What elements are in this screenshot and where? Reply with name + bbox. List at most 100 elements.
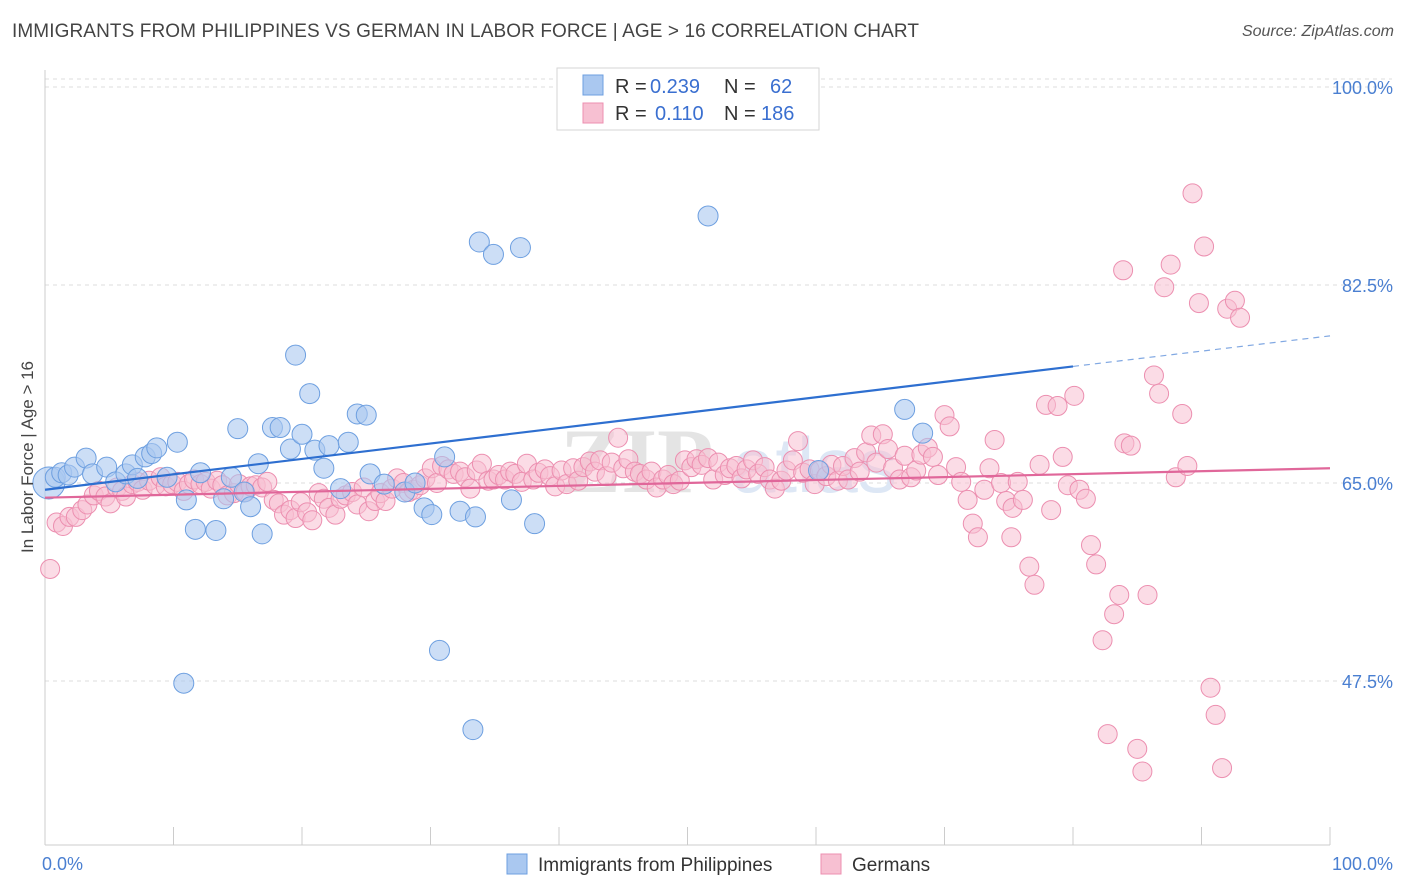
philippines-point-23 [227, 418, 249, 440]
germans-point-0 [40, 558, 61, 579]
legend-r-label-1: R = [615, 76, 647, 98]
germans-point-111 [669, 470, 690, 491]
philippines-point-15 [156, 466, 178, 488]
germans-point-179 [1052, 446, 1073, 467]
philippines-point-36 [318, 435, 340, 457]
philippines-point-33 [299, 383, 321, 405]
germans-point-175 [1029, 454, 1050, 475]
germans-point-200 [1172, 403, 1193, 424]
legend-r-value-2: 0.110 [655, 103, 704, 125]
philippines-point-21 [213, 488, 235, 510]
germans-point-195 [1143, 365, 1164, 386]
germans-point-211 [1001, 527, 1022, 548]
legend-swatch-pink [582, 102, 604, 124]
germans-point-184 [1080, 535, 1101, 556]
germans-point-172 [1012, 489, 1033, 510]
x-tick-label-0: 0.0% [42, 854, 83, 874]
germans-point-204 [1194, 236, 1215, 257]
germans-point-177 [1041, 500, 1062, 521]
germans-point-210 [1230, 307, 1251, 328]
legend-r-label-2: R = [615, 103, 647, 125]
philippines-point-30 [279, 438, 301, 460]
legend-r-value-1: 0.239 [650, 76, 700, 98]
germans-point-162 [957, 489, 978, 510]
germans-point-171 [1007, 471, 1028, 492]
chart-source: Source: ZipAtlas.com [1241, 23, 1394, 40]
philippines-trend-line [44, 365, 1074, 491]
philippines-point-14 [146, 437, 168, 459]
philippines-trend-extension [1072, 335, 1331, 368]
philippines-point-56 [428, 639, 450, 661]
philippines-point-55 [173, 672, 195, 694]
philippines-point-29 [269, 417, 291, 439]
philippines-point-59 [808, 460, 830, 482]
philippines-point-54 [524, 513, 546, 535]
philippines-point-47 [434, 446, 456, 468]
philippines-points [32, 205, 934, 741]
germans-point-159 [939, 416, 960, 437]
philippines-point-25 [240, 496, 262, 518]
germans-point-196 [1149, 383, 1170, 404]
germans-points [40, 183, 1251, 782]
philippines-point-50 [468, 231, 490, 253]
germans-point-76 [471, 453, 492, 474]
legend-swatch-blue [582, 74, 604, 96]
philippines-point-40 [355, 404, 377, 426]
philippines-point-32 [291, 423, 313, 445]
germans-point-189 [1109, 584, 1130, 605]
germans-point-148 [877, 439, 898, 460]
germans-point-207 [1212, 758, 1233, 779]
germans-point-164 [967, 527, 988, 548]
germans-point-165 [974, 479, 995, 500]
philippines-point-44 [404, 472, 426, 494]
y-tick-label-0: 100.0% [1332, 78, 1393, 98]
y-tick-label-1: 82.5% [1342, 276, 1393, 296]
germans-point-194 [1137, 584, 1158, 605]
philippines-point-60 [894, 398, 916, 420]
philippines-point-53 [509, 237, 531, 259]
germans-point-143 [849, 461, 870, 482]
philippines-point-16 [166, 431, 188, 453]
germans-point-178 [1047, 396, 1068, 417]
legend-n-value-2: 186 [761, 103, 794, 125]
germans-point-187 [1097, 724, 1118, 745]
philippines-point-38 [337, 431, 359, 453]
legend-n-label-2: N = [724, 103, 756, 125]
philippines-point-61 [912, 422, 934, 444]
legend-bottom-label-philippines: Immigrants from Philippines [538, 855, 772, 876]
germans-point-209 [1224, 290, 1245, 311]
y-tick-label-3: 47.5% [1342, 672, 1393, 692]
germans-point-192 [1127, 738, 1148, 759]
germans-point-203 [1188, 293, 1209, 314]
legend-bottom-swatch-blue [506, 853, 528, 875]
germans-point-181 [1064, 385, 1085, 406]
philippines-point-46 [421, 504, 443, 526]
germans-point-100 [608, 427, 629, 448]
philippines-point-49 [464, 506, 486, 528]
germans-point-161 [951, 471, 972, 492]
germans-point-197 [1154, 277, 1175, 298]
philippines-point-52 [500, 489, 522, 511]
legend-bottom: Immigrants from Philippines Germans [506, 853, 930, 876]
philippines-point-41 [359, 463, 381, 485]
y-axis-label: In Labor Force | Age > 16 [18, 361, 37, 553]
grid-lines [45, 78, 1392, 682]
germans-point-173 [1019, 556, 1040, 577]
germans-point-46 [302, 510, 323, 531]
germans-trend-line [44, 467, 1331, 499]
germans-point-206 [1205, 704, 1226, 725]
germans-point-38 [257, 471, 278, 492]
philippines-point-20 [205, 519, 227, 541]
germans-point-193 [1132, 761, 1153, 782]
philippines-point-17 [175, 489, 197, 511]
germans-point-132 [788, 431, 809, 452]
germans-point-156 [922, 446, 943, 467]
philippines-point-35 [313, 457, 335, 479]
x-tick-label-1: 100.0% [1332, 854, 1393, 874]
chart-title: IMMIGRANTS FROM PHILIPPINES VS GERMAN IN… [12, 21, 920, 42]
legend-bottom-swatch-pink [820, 853, 842, 875]
germans-point-174 [1024, 574, 1045, 595]
germans-point-167 [984, 429, 1005, 450]
axes [44, 70, 1331, 846]
